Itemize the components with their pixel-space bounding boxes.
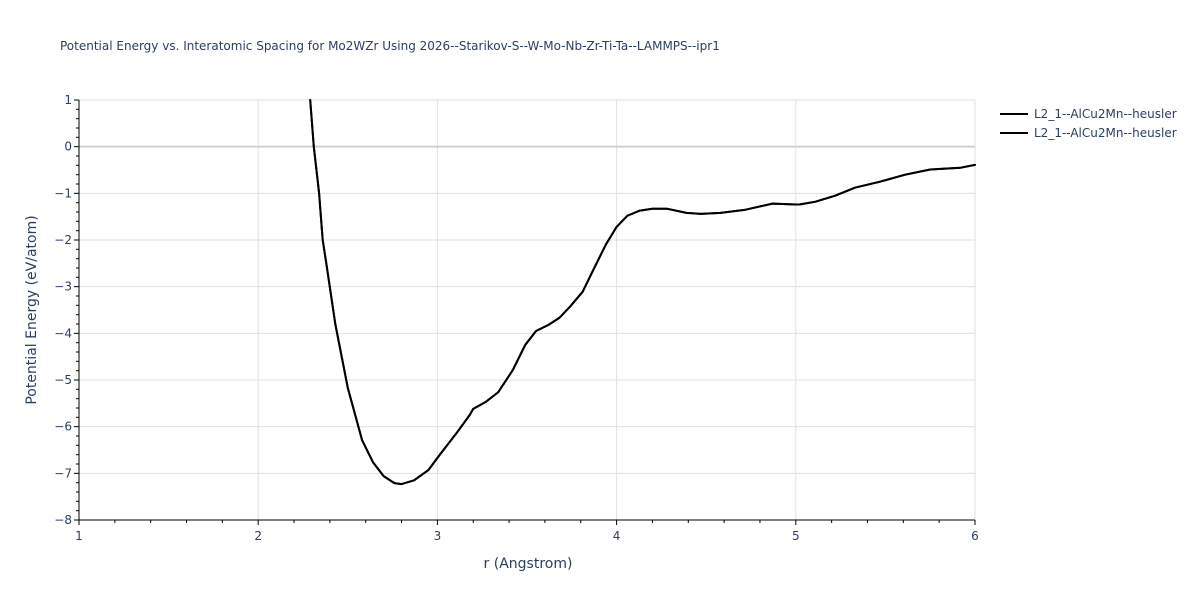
x-axis-title: r (Angstrom)	[484, 556, 573, 572]
y-tick-label: −3	[54, 280, 72, 294]
legend-item[interactable]: L2_1--AlCu2Mn--heusler	[1000, 107, 1177, 121]
plot-background	[79, 100, 975, 520]
y-tick-label: −5	[54, 373, 72, 387]
x-axis: 1 2 3 4 5 6	[75, 519, 979, 543]
y-tick-label: −6	[54, 420, 72, 434]
legend-item[interactable]: L2_1--AlCu2Mn--heusler	[1000, 126, 1177, 140]
y-tick-label: −7	[54, 466, 72, 480]
x-ticks: 1 2 3 4 5 6	[75, 520, 979, 543]
y-tick-label: −2	[54, 233, 72, 247]
y-gridlines	[79, 99, 975, 474]
x-tick-label: 5	[792, 529, 800, 543]
x-tick-label: 4	[613, 529, 621, 543]
series-layer	[309, 99, 976, 486]
x-tick-label: 6	[971, 529, 979, 543]
y-tick-label: −8	[54, 513, 72, 527]
legend-label: L2_1--AlCu2Mn--heusler	[1034, 126, 1177, 140]
x-tick-label: 1	[75, 529, 83, 543]
x-tick-label: 3	[434, 529, 442, 543]
series-line[interactable]	[309, 99, 976, 486]
y-axis-title: Potential Energy (eV/atom)	[24, 215, 40, 404]
chart-title: Potential Energy vs. Interatomic Spacing…	[60, 39, 720, 53]
legend-label: L2_1--AlCu2Mn--heusler	[1034, 107, 1177, 121]
plot-area[interactable]	[79, 99, 976, 520]
y-tick-label: −4	[54, 326, 72, 340]
x-tick-label: 2	[254, 529, 262, 543]
y-tick-label: 0	[64, 140, 72, 154]
y-axis: 1 0 −1 −2 −3 −4 −5 −6 −7 −8	[54, 93, 80, 527]
legend: L2_1--AlCu2Mn--heusler L2_1--AlCu2Mn--he…	[1000, 107, 1177, 140]
x-gridlines	[257, 100, 976, 520]
y-ticks: 1 0 −1 −2 −3 −4 −5 −6 −7 −8	[54, 93, 79, 527]
y-tick-label: −1	[54, 186, 72, 200]
y-tick-label: 1	[64, 93, 72, 107]
